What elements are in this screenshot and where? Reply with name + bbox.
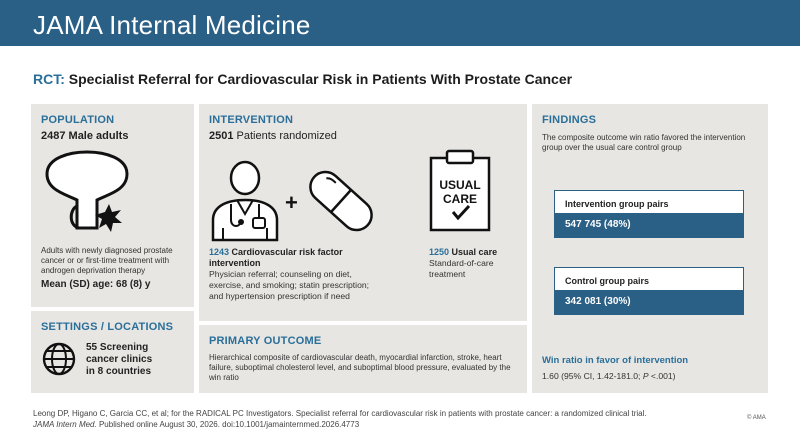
randomized-line: 2501 Patients randomized	[209, 130, 337, 142]
control-pairs-label: Control group pairs	[565, 276, 649, 286]
page-title: RCT: Specialist Referral for Cardiovascu…	[33, 71, 572, 87]
intervention-pairs-value: 547 745 (48%)	[555, 213, 743, 237]
citation-journal: JAMA Intern Med.	[33, 420, 97, 429]
win-ratio-value: 1.60 (95% CI, 1.42-181.0; P <.001)	[542, 371, 676, 381]
outcome-text: Hierarchical composite of cardiovascular…	[209, 353, 511, 382]
usual-care-line-1: USUAL	[439, 178, 481, 192]
intervention-arm: 1243 Cardiovascular risk factor interven…	[209, 247, 374, 302]
population-description: Adults with newly diagnosed prostate can…	[41, 246, 173, 275]
usual-care-arm-title-text: Usual care	[451, 247, 498, 257]
population-count: 2487 Male adults	[41, 130, 129, 142]
intervention-arm-title-a: Cardiovascular risk factor	[231, 247, 343, 257]
usual-care-label: USUAL CARE	[431, 178, 489, 206]
win-ratio-value-b: <.001)	[648, 371, 676, 381]
population-age: Mean (SD) age: 68 (8) y	[41, 279, 151, 290]
randomized-number: 2501	[209, 130, 234, 142]
usual-care-arm: 1250 Usual care Standard-of-care treatme…	[429, 247, 524, 280]
usual-care-line-2: CARE	[442, 192, 477, 206]
usual-care-arm-title: 1250 Usual care	[429, 247, 524, 258]
outcome-heading: PRIMARY OUTCOME	[209, 335, 322, 347]
copyright: © AMA	[747, 415, 766, 421]
intervention-arm-desc: Physician referral; counseling on diet, …	[209, 269, 370, 301]
win-ratio-value-a: 1.60 (95% CI, 1.42-181.0;	[542, 371, 643, 381]
globe-icon	[42, 342, 76, 376]
win-ratio-p: P	[642, 371, 649, 381]
intervention-panel: INTERVENTION 2501 Patients randomized + …	[199, 104, 527, 321]
intervention-arm-title: 1243 Cardiovascular risk factor interven…	[209, 247, 374, 269]
randomized-text: Patients randomized	[236, 130, 337, 142]
findings-summary: The composite outcome win ratio favored …	[542, 133, 746, 152]
intervention-arm-number: 1243	[209, 247, 230, 257]
win-ratio-label: Win ratio in favor of intervention	[542, 355, 689, 366]
clipboard-icon	[429, 149, 491, 232]
population-panel: POPULATION 2487 Male adults Adults with …	[31, 104, 194, 307]
findings-heading: FINDINGS	[542, 114, 597, 126]
findings-panel: FINDINGS The composite outcome win ratio…	[532, 104, 768, 393]
settings-text: 55 Screening cancer clinics in 8 countri…	[86, 342, 152, 378]
settings-line-2: cancer clinics	[86, 354, 153, 365]
usual-care-arm-number: 1250	[429, 247, 450, 257]
citation-line-2: JAMA Intern Med. Published online August…	[33, 419, 733, 430]
settings-line-3: in 8 countries	[86, 366, 152, 377]
outcome-panel: PRIMARY OUTCOME Hierarchical composite o…	[199, 325, 527, 393]
population-heading: POPULATION	[41, 114, 115, 126]
citation: Leong DP, Higano C, Garcia CC, et al; fo…	[33, 408, 733, 430]
journal-header: JAMA Internal Medicine	[0, 0, 800, 46]
settings-line-1: 55 Screening	[86, 342, 149, 353]
control-pairs-value: 342 081 (30%)	[555, 290, 743, 314]
settings-panel: SETTINGS / LOCATIONS 55 Screening cancer…	[31, 311, 194, 393]
pill-icon	[309, 170, 373, 232]
intervention-heading: INTERVENTION	[209, 114, 294, 126]
usual-care-arm-desc-a: Standard-of-care	[429, 258, 494, 268]
title-text: Specialist Referral for Cardiovascular R…	[68, 71, 573, 87]
prostate-icon	[45, 150, 129, 232]
usual-care-arm-desc-b: treatment	[429, 269, 466, 279]
intervention-pairs-box: Intervention group pairs 547 745 (48%)	[554, 190, 744, 238]
control-pairs-box: Control group pairs 342 081 (30%)	[554, 267, 744, 315]
settings-heading: SETTINGS / LOCATIONS	[41, 321, 174, 333]
citation-line-1: Leong DP, Higano C, Garcia CC, et al; fo…	[33, 409, 647, 418]
intervention-pairs-label: Intervention group pairs	[565, 199, 669, 209]
journal-title: JAMA Internal Medicine	[33, 10, 311, 40]
citation-details: Published online August 30, 2026. doi:10…	[96, 420, 360, 429]
title-prefix: RCT:	[33, 71, 65, 87]
plus-icon: +	[285, 190, 298, 215]
intervention-arm-title-b: intervention	[209, 258, 261, 268]
physician-icon	[211, 160, 279, 242]
